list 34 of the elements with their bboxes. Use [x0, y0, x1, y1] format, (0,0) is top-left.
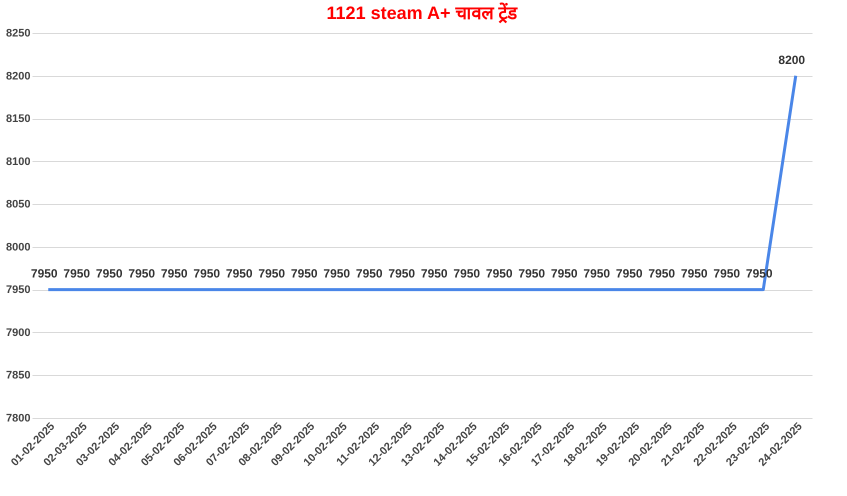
data-label: 7950: [226, 266, 253, 281]
y-tick-label: 7850: [6, 370, 30, 382]
data-label: 7950: [128, 266, 156, 281]
data-label: 7950: [518, 266, 546, 281]
y-tick-label: 8250: [6, 28, 30, 40]
data-label: 7950: [486, 266, 513, 281]
y-tick-label: 7900: [6, 326, 30, 339]
data-label: 7950: [323, 266, 350, 281]
data-label: 7950: [453, 266, 480, 281]
data-label: 7950: [713, 266, 740, 281]
data-label: 7950: [420, 266, 448, 281]
data-label: 8200: [778, 52, 806, 67]
data-label: 7950: [648, 266, 676, 281]
data-label: 7950: [583, 266, 610, 281]
y-tick-label: 8100: [6, 156, 30, 168]
data-label: 7950: [290, 266, 318, 281]
y-tick-label: 8000: [6, 241, 30, 254]
data-label: 7950: [30, 266, 58, 281]
data-label: 7950: [356, 266, 383, 281]
y-tick-label: 7950: [6, 284, 30, 296]
y-tick-label: 8200: [6, 70, 30, 82]
chart-title: 1121 steam A+ चावल ट्रेंड: [326, 2, 518, 24]
data-label: 7950: [680, 266, 708, 281]
data-label: 7950: [388, 266, 416, 281]
data-label: 7950: [616, 266, 643, 281]
y-tick-label: 8050: [6, 198, 30, 211]
data-label: 7950: [193, 266, 220, 281]
data-label: 7950: [550, 266, 578, 281]
y-tick-label: 7800: [6, 412, 30, 424]
data-label: 7950: [63, 266, 90, 281]
data-label: 7950: [96, 266, 123, 281]
y-tick-label: 8150: [6, 113, 30, 126]
data-label: 7950: [160, 266, 188, 281]
data-label: 7950: [258, 266, 286, 281]
